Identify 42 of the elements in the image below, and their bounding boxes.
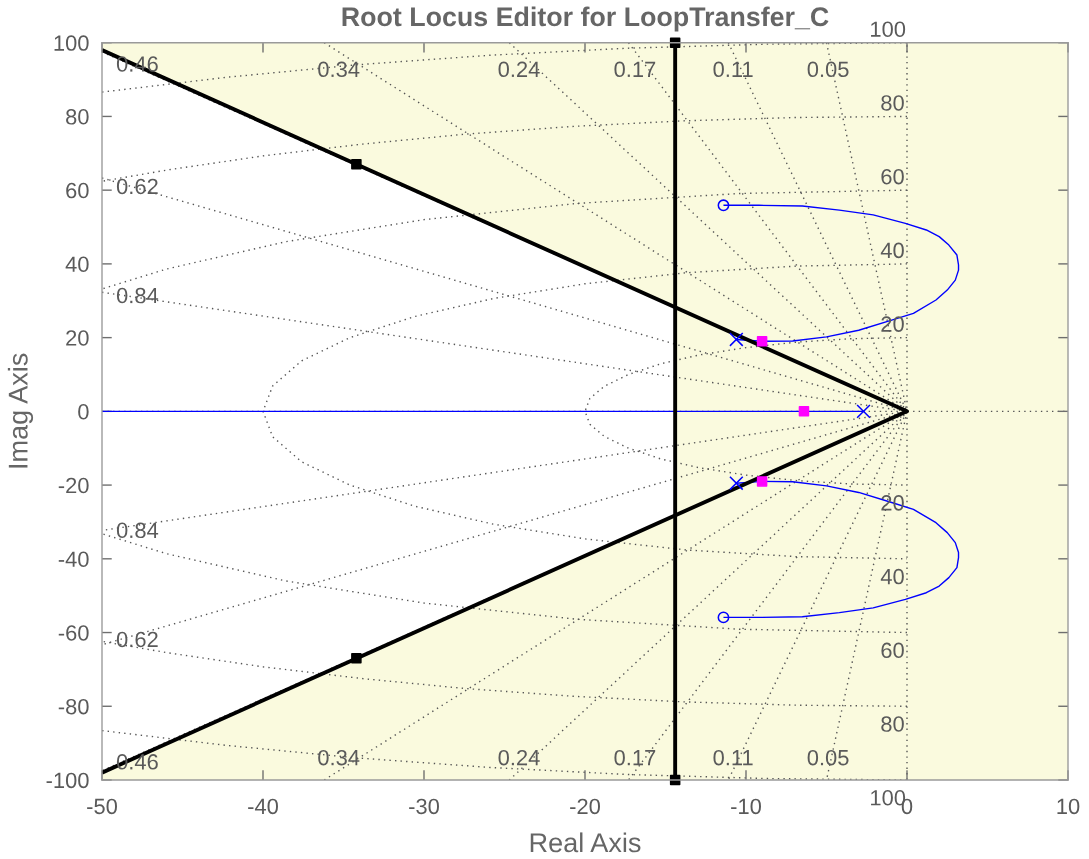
x-tick-label: -10 — [731, 798, 761, 815]
annotation: 0.17 — [614, 61, 656, 78]
annotation: 0.17 — [614, 749, 656, 766]
y-tick-label: -60 — [58, 625, 89, 641]
y-tick-label: 80 — [66, 109, 89, 125]
x-tick-label: -30 — [409, 798, 439, 815]
y-tick-label: 40 — [65, 256, 89, 273]
annotation: 60 — [881, 642, 904, 659]
y-tick-label: 100 — [54, 35, 89, 51]
y-tick-label: -40 — [58, 551, 89, 567]
y-tick-label: 60 — [66, 182, 89, 199]
x-tick-label: 10 — [1057, 798, 1080, 815]
annotation: 0.05 — [807, 61, 849, 78]
y-tick-label: -20 — [58, 477, 89, 494]
annotation: 0.62 — [116, 178, 158, 195]
x-tick-label: -50 — [87, 798, 117, 815]
annotation: 40 — [880, 242, 904, 259]
annotation: 80 — [881, 716, 904, 732]
x-axis-title: Real Axis — [530, 832, 641, 853]
annotation: 0.84 — [116, 287, 159, 304]
annotation: 0.11 — [713, 749, 753, 766]
annotation: 0.34 — [318, 749, 360, 766]
y-axis-title: Imag Axis — [7, 353, 34, 468]
x-tick-label: -20 — [570, 798, 600, 815]
annotation: 0.62 — [116, 631, 158, 648]
annotation: 0.84 — [116, 522, 159, 539]
annotation: 20 — [881, 316, 904, 332]
annotation: 0.24 — [498, 61, 540, 78]
annotation: 0.11 — [713, 61, 753, 78]
y-tick-label: -100 — [46, 772, 89, 789]
annotation: 60 — [881, 168, 904, 185]
y-tick-label: 20 — [66, 330, 89, 346]
annotation: 0.05 — [807, 749, 849, 766]
annotation: 0.34 — [318, 61, 360, 78]
chart-title: Root Locus Editor for LoopTransfer_C — [342, 6, 829, 32]
y-tick-label: -80 — [58, 698, 89, 715]
x-tick-label: -40 — [248, 798, 278, 815]
annotation: 0.24 — [498, 749, 540, 766]
annotation: 40 — [880, 568, 904, 585]
y-tick-label: 0 — [78, 403, 89, 420]
annotation: 100 — [871, 21, 906, 37]
annotation: 80 — [881, 95, 904, 111]
